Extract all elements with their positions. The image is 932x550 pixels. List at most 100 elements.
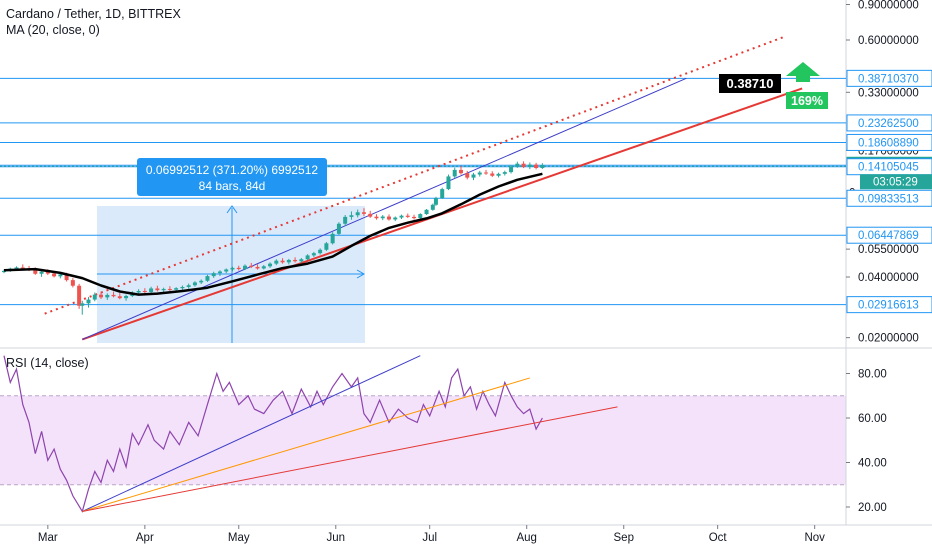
time-tick-label: May [228,532,250,544]
candle-body [249,265,254,267]
rsi-line [3,355,543,513]
rsi-legend: RSI (14, close) [6,356,89,370]
candle-body [117,296,122,299]
candle-body [515,163,520,167]
price-tick-label: 0.05500000 [858,244,919,256]
gain-box [786,92,828,109]
candle-body [64,274,69,281]
price-tick-label: 0.33000000 [858,87,919,99]
rsi-tick-label: 40.00 [858,458,887,470]
target-price-box [719,74,781,93]
candle-body [324,243,329,250]
level-label-2: 0.18608890 [858,137,919,149]
candle-body [490,173,495,176]
time-tick-label: Nov [804,532,825,544]
candle-body [280,260,285,263]
candle-body [2,270,6,273]
measure-info-line1: 0.06992512 (371.20%) 6992512 [146,163,318,177]
candle-body [393,217,398,220]
candle-body [465,173,470,178]
level-label-box-0 [846,69,932,87]
candle-body [452,169,457,177]
candle-body [255,266,260,269]
candle-body [484,172,489,174]
candle-body [399,215,404,218]
candle-body [527,164,532,167]
candle-body [509,166,514,173]
candle-body [86,299,91,304]
level-label-box-7 [846,296,932,314]
candle-body [458,169,463,174]
candle-body [77,285,82,306]
candle-body [180,286,185,289]
candle-body [299,259,304,262]
candle-body [111,294,116,297]
candle-body [174,288,179,290]
candle-body [192,282,197,286]
rsi-trendline-orange [82,377,530,512]
level-label-7: 0.02916613 [858,300,919,312]
price-tick-label: 0.04000000 [858,272,919,284]
candle-body [430,204,435,210]
candle-body [199,280,204,283]
candle-body [124,295,129,299]
candle-body [211,273,216,277]
price-tick-label: 0.60000000 [858,35,919,47]
candle-body [471,174,476,178]
candle-body [217,271,222,274]
candle-body [361,212,366,214]
candle-body [45,271,50,274]
level-label-box-5 [846,189,932,207]
candle-body [205,276,210,281]
candle-body [230,267,235,270]
candle-body [261,266,266,269]
candle-body [39,271,44,274]
candle-body [20,267,25,269]
candle-body [33,270,38,274]
time-tick-label: Oct [709,532,728,544]
candle-body [433,198,438,205]
candle-body [502,172,507,174]
rsi-tick-label: 60.00 [858,413,887,425]
candle-body [380,216,385,219]
candle-body [318,249,323,254]
level-label-box-2 [846,133,932,151]
level-label-0: 0.38710370 [858,73,919,85]
rsi-tick-label: 80.00 [858,369,887,381]
candle-body [343,216,348,224]
level-label-4: 0.14105045 [858,162,919,174]
candle-body [161,288,166,291]
rsi-trendline-blue [82,355,421,512]
level-label-box-6 [846,226,932,244]
candle-body [243,265,248,270]
candle-body [155,288,160,291]
candle-body [186,285,191,287]
candle-body [142,290,147,292]
candle-body [330,233,335,244]
candle-body [355,212,360,216]
candle-body [405,215,410,217]
target-price-label: 0.38710 [727,76,774,91]
time-tick-label: Jul [422,532,437,544]
candle-body [99,294,104,298]
candle-body [368,213,373,217]
candle-body [534,164,539,168]
candle-body [149,288,154,292]
candle-body [92,294,97,300]
time-tick-label: Apr [136,532,154,544]
candle-body [224,269,229,272]
candle-body [274,260,279,264]
measure-info-box [137,158,327,196]
ma-line [3,172,543,296]
candle-body [293,259,298,262]
target-arrow-icon [786,62,820,82]
candle-body [374,216,379,219]
candle-body [412,216,417,219]
ma-legend: MA (20, close, 0) [6,23,100,37]
candle-body [440,189,445,199]
candle-body [424,209,429,215]
level-label-1: 0.23262500 [858,118,919,130]
candle-body [311,253,316,256]
candle-body [305,255,310,260]
